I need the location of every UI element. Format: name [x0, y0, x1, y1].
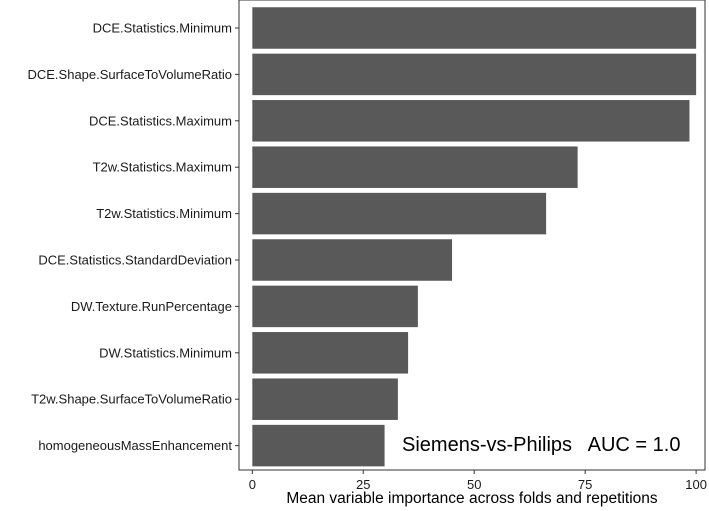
y-tick-label-t2w-shape-surfacetovolumeratio: T2w.Shape.SurfaceToVolumeRatio	[31, 392, 232, 407]
bar-dce-statistics-minimum	[252, 7, 697, 49]
model-annotation: Siemens-vs-Philips AUC = 1.0	[402, 434, 680, 456]
y-tick-label-dce-shape-surfacetovolumeratio: DCE.Shape.SurfaceToVolumeRatio	[27, 67, 232, 82]
x-tick-label-100: 100	[685, 477, 707, 492]
bar-t2w-statistics-maximum	[252, 146, 578, 188]
x-tick-label-0: 0	[249, 477, 256, 492]
y-tick-label-dw-statistics-minimum: DW.Statistics.Minimum	[99, 345, 232, 360]
bar-dw-texture-runpercentage	[252, 285, 418, 328]
y-tick-label-dce-statistics-minimum: DCE.Statistics.Minimum	[93, 21, 232, 36]
y-tick-label-t2w-statistics-maximum: T2w.Statistics.Maximum	[93, 160, 232, 175]
bar-dce-statistics-maximum	[252, 100, 690, 142]
x-axis: 0 25 50 75 100	[249, 470, 707, 492]
y-axis: DCE.Statistics.Minimum DCE.Shape.SurfaceT…	[27, 21, 239, 453]
x-tick-label-25: 25	[356, 477, 370, 492]
bar-homogeneousmassenhancement	[252, 424, 385, 467]
bars-group	[252, 7, 697, 467]
bar-dce-statistics-standarddeviation	[252, 239, 453, 281]
x-axis-title: Mean variable importance across folds an…	[286, 490, 658, 507]
bar-t2w-statistics-minimum	[252, 192, 547, 235]
x-tick-label-50: 50	[467, 477, 481, 492]
y-tick-label-homogeneousmassenhancement: homogeneousMassEnhancement	[38, 438, 232, 453]
x-tick-label-75: 75	[578, 477, 592, 492]
bar-dw-statistics-minimum	[252, 332, 409, 374]
y-tick-label-t2w-statistics-minimum: T2w.Statistics.Minimum	[96, 206, 232, 221]
plot-panel	[238, 0, 706, 471]
y-tick-label-dce-statistics-standarddeviation: DCE.Statistics.StandardDeviation	[38, 253, 232, 268]
bar-dce-shape-surfacetovolumeratio	[252, 53, 697, 96]
y-tick-label-dw-texture-runpercentage: DW.Texture.RunPercentage	[71, 299, 232, 314]
y-tick-label-dce-statistics-maximum: DCE.Statistics.Maximum	[89, 113, 232, 128]
bar-t2w-shape-surfacetovolumeratio	[252, 378, 398, 420]
